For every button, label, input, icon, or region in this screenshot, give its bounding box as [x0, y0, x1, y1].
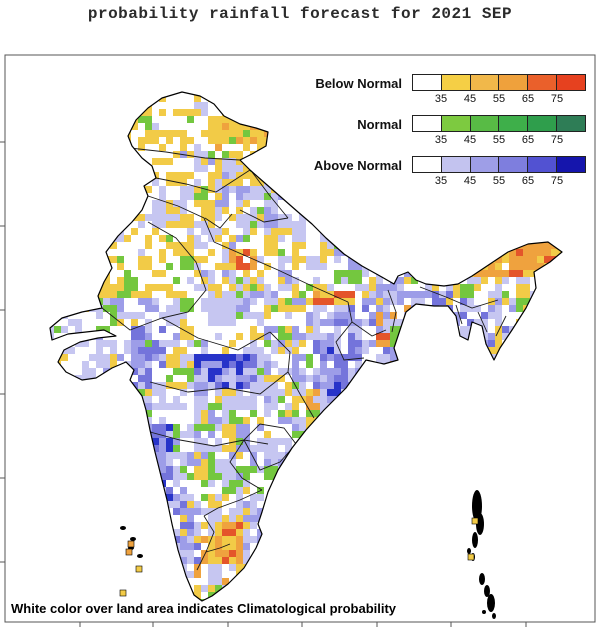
page-title: probability rainfall forecast for 2021 S…	[87, 5, 513, 23]
legend-tick-label: 55	[492, 175, 506, 187]
legend-color-segment	[557, 157, 585, 172]
legend-color-segment	[499, 116, 529, 131]
legend-row: Above Normal 35 45 55 65 75	[310, 156, 586, 192]
legend-tick-label: 45	[463, 175, 477, 187]
legend-ticks: 35 45 55 65 75	[412, 93, 586, 107]
legend: Below Normal 35 45 55 65 75 Normal 35 45 55 65 75 Ab…	[310, 74, 586, 199]
legend-color-segment	[557, 75, 585, 90]
legend-tick-label: 55	[492, 134, 506, 146]
legend-color-segment	[441, 157, 471, 172]
axis-ticks	[0, 141, 527, 627]
legend-label: Above Normal	[313, 158, 402, 173]
legend-color-bar	[412, 156, 586, 173]
legend-tick-label: 45	[463, 93, 477, 105]
legend-row: Below Normal 35 45 55 65 75	[310, 74, 586, 110]
legend-tick-label: 75	[550, 134, 564, 146]
map-frame	[4, 54, 596, 623]
legend-color-segment	[499, 75, 529, 90]
legend-color-segment	[441, 116, 471, 131]
legend-color-bar	[412, 115, 586, 132]
legend-color-segment	[441, 75, 471, 90]
legend-tick-label: 75	[550, 93, 564, 105]
legend-tick-label: 35	[434, 93, 448, 105]
legend-color-segment	[528, 116, 558, 131]
map-footnote: White color over land area indicates Cli…	[11, 601, 397, 616]
legend-tick-label: 75	[550, 175, 564, 187]
legend-tick-label: 35	[434, 175, 448, 187]
legend-tick-label: 45	[463, 134, 477, 146]
legend-color-segment	[499, 157, 529, 172]
legend-ticks: 35 45 55 65 75	[412, 134, 586, 148]
legend-tick-label: 55	[492, 93, 506, 105]
legend-label: Normal	[357, 117, 402, 132]
state-boundaries-layer	[101, 147, 507, 571]
legend-color-segment	[528, 157, 558, 172]
legend-tick-label: 35	[434, 134, 448, 146]
islands-layer	[119, 490, 496, 619]
legend-color-segment	[470, 157, 500, 172]
legend-color-segment	[470, 75, 500, 90]
legend-tick-label: 65	[521, 93, 535, 105]
legend-row: Normal 35 45 55 65 75	[310, 115, 586, 151]
legend-color-segment	[413, 116, 442, 131]
legend-ticks: 35 45 55 65 75	[412, 175, 586, 189]
legend-color-segment	[528, 75, 558, 90]
legend-label: Below Normal	[315, 76, 402, 91]
legend-tick-label: 65	[521, 175, 535, 187]
legend-color-segment	[413, 75, 442, 90]
legend-color-segment	[470, 116, 500, 131]
legend-color-segment	[557, 116, 585, 131]
legend-tick-label: 65	[521, 134, 535, 146]
india-outline	[49, 91, 563, 602]
legend-color-segment	[413, 157, 442, 172]
legend-color-bar	[412, 74, 586, 91]
